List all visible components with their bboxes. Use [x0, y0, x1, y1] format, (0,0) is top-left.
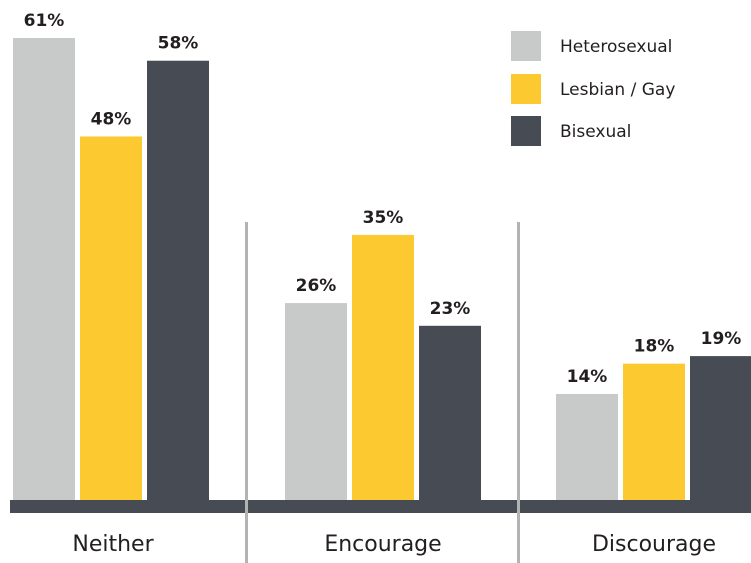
category-label-encourage: Encourage: [324, 532, 441, 557]
value-label-neither-lesbian-gay: 48%: [91, 109, 132, 129]
bar-encourage-bisexual: [419, 325, 481, 500]
bar-encourage-lesbian-gay: [352, 234, 414, 500]
value-label-discourage-heterosexual: 14%: [567, 367, 608, 387]
bar-neither-bisexual: [147, 60, 209, 500]
bar-discourage-lesbian-gay: [623, 363, 685, 500]
legend-swatch-bisexual: [511, 116, 541, 146]
separator-1: [245, 222, 248, 563]
separator-2: [517, 222, 520, 563]
category-labels: Neither Encourage Discourage: [72, 532, 716, 557]
value-label-neither-heterosexual: 61%: [24, 11, 65, 31]
legend-label-heterosexual: Heterosexual: [560, 37, 672, 57]
value-label-discourage-lesbian-gay: 18%: [634, 337, 675, 357]
value-label-encourage-heterosexual: 26%: [296, 276, 337, 296]
legend-swatch-lesbian-gay: [511, 74, 541, 104]
bar-encourage-heterosexual: [285, 303, 347, 500]
value-label-neither-bisexual: 58%: [158, 34, 199, 54]
legend-label-lesbian-gay: Lesbian / Gay: [560, 80, 675, 100]
value-label-encourage-lesbian-gay: 35%: [363, 208, 404, 228]
legend-swatch-heterosexual: [511, 31, 541, 61]
bar-neither-lesbian-gay: [80, 136, 142, 500]
bar-neither-heterosexual: [13, 38, 75, 500]
value-label-discourage-bisexual: 19%: [701, 329, 742, 349]
value-label-encourage-bisexual: 23%: [430, 299, 471, 319]
category-label-discourage: Discourage: [592, 532, 716, 557]
value-labels: 61% 48% 58% 26% 35% 23% 14% 18% 19%: [24, 11, 742, 387]
group-separators: [245, 222, 520, 563]
bars: [13, 38, 751, 500]
bar-discourage-heterosexual: [556, 393, 618, 500]
legend-label-bisexual: Bisexual: [560, 122, 631, 142]
bar-discourage-bisexual: [690, 356, 751, 500]
x-axis-baseline: [10, 500, 751, 513]
legend: Heterosexual Lesbian / Gay Bisexual: [511, 31, 675, 146]
category-label-neither: Neither: [72, 532, 154, 557]
